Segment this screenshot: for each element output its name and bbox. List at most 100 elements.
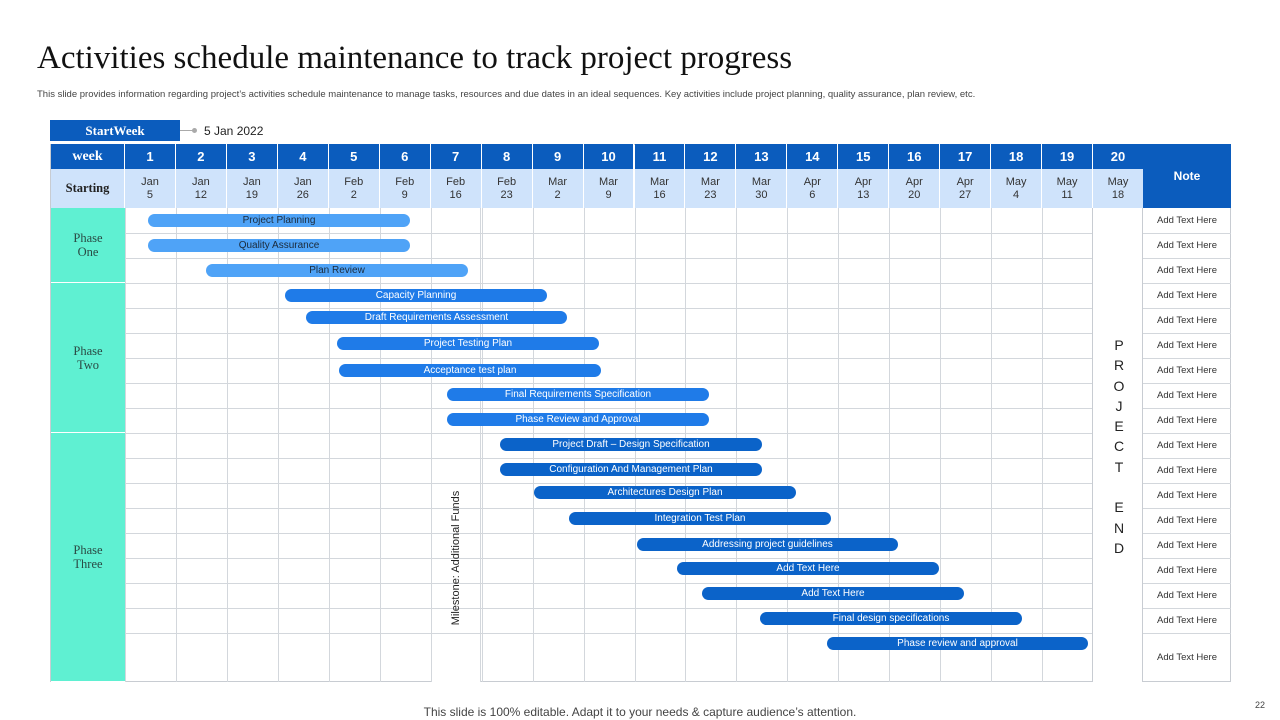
week-number-cell: 20 (1093, 144, 1144, 169)
note-cell[interactable]: Add Text Here (1156, 365, 1218, 376)
note-row-line (1143, 558, 1231, 559)
task-bar[interactable]: Configuration And Management Plan (500, 462, 762, 476)
note-cell[interactable]: Add Text Here (1156, 465, 1218, 476)
task-bar[interactable]: Project Draft – Design Specification (500, 437, 762, 451)
task-bar[interactable]: Architectures Design Plan (534, 485, 796, 499)
note-cell[interactable]: Add Text Here (1156, 290, 1218, 301)
task-bar[interactable]: Final Requirements Specification (447, 387, 709, 401)
task-bar[interactable]: Add Text Here (702, 586, 964, 600)
task-bar[interactable]: Project Planning (148, 213, 410, 227)
task-bar[interactable]: Quality Assurance (148, 238, 410, 252)
note-cell[interactable]: Add Text Here (1156, 490, 1218, 501)
note-cell[interactable]: Add Text Here (1156, 240, 1218, 251)
week-start-date-cell: Feb 9 (379, 169, 431, 208)
note-row-line (1143, 283, 1231, 284)
note-cell[interactable]: Add Text Here (1156, 540, 1218, 551)
week-number-cell: 19 (1042, 144, 1094, 169)
week-start-date-cell: Apr 13 (838, 169, 890, 208)
task-bar[interactable]: Final design specifications (760, 611, 1022, 625)
week-start-date-cell: Mar 16 (634, 169, 686, 208)
task-bar[interactable]: Project Testing Plan (337, 336, 599, 350)
date-text: Jan 5 (141, 175, 159, 201)
note-cell[interactable]: Add Text Here (1156, 415, 1218, 426)
date-text: Apr 20 (905, 175, 923, 201)
project-end-letter: R (1113, 357, 1125, 374)
week-number-cell: 4 (277, 144, 329, 169)
task-bar[interactable]: Add Text Here (677, 561, 939, 575)
note-cell[interactable]: Add Text Here (1156, 565, 1218, 576)
grid-row-line (125, 333, 1092, 334)
note-row-line (1143, 408, 1231, 409)
project-end-letter: P (1114, 337, 1124, 353)
note-cell[interactable]: Add Text Here (1156, 615, 1218, 626)
week-number-cell: 15 (838, 144, 890, 169)
week-number-cell: 2 (175, 144, 227, 169)
date-text: Feb 9 (395, 175, 415, 201)
start-week-dot (192, 128, 197, 133)
note-row-line (1143, 633, 1231, 634)
grid-column-line (838, 208, 840, 682)
page-title: Activities schedule maintenance to track… (37, 40, 793, 76)
note-cell[interactable]: Add Text Here (1156, 315, 1218, 326)
grid-row-line (125, 408, 1092, 409)
note-cell[interactable]: Add Text Here (1156, 340, 1218, 351)
date-text: May 18 (1107, 175, 1129, 201)
week-start-date-cell: Mar 23 (685, 169, 737, 208)
note-cell[interactable]: Add Text Here (1156, 590, 1218, 601)
task-bar[interactable]: Draft Requirements Assessment (306, 310, 567, 324)
task-bar[interactable]: Addressing project guidelines (637, 537, 898, 551)
week-number-cell: 16 (889, 144, 941, 169)
note-row-line (1143, 583, 1231, 584)
grid-column-line (125, 208, 126, 682)
task-bar[interactable]: Acceptance test plan (339, 363, 601, 377)
task-bar[interactable]: Phase review and approval (827, 636, 1088, 650)
task-bar[interactable]: Integration Test Plan (569, 511, 831, 525)
task-bar[interactable]: Plan Review (206, 263, 468, 277)
date-text: Mar 23 (700, 175, 720, 201)
week-number-cell: 17 (940, 144, 992, 169)
note-cell[interactable]: Add Text Here (1156, 440, 1218, 451)
note-cell[interactable]: Add Text Here (1156, 215, 1218, 226)
grid-row-line (125, 458, 1092, 459)
week-start-date-cell: Apr 20 (889, 169, 941, 208)
date-text: May 11 (1056, 175, 1078, 201)
note-row-line (1143, 433, 1231, 434)
note-row-line (1143, 458, 1231, 459)
task-bar[interactable]: Capacity Planning (285, 288, 547, 302)
note-cell[interactable]: Add Text Here (1156, 515, 1218, 526)
date-text: Apr 13 (854, 175, 872, 201)
date-text: Apr 6 (803, 175, 821, 201)
project-end-letter: J (1115, 397, 1123, 414)
date-text: Jan 19 (242, 175, 261, 201)
project-end-letter: D (1113, 539, 1125, 556)
date-text: Mar 30 (751, 175, 771, 201)
note-row-line (1143, 258, 1231, 259)
footer-text: This slide is 100% editable. Adapt it to… (423, 705, 857, 719)
grid-row-line (125, 483, 1092, 484)
grid-column-line (481, 208, 483, 682)
week-header-label: week (51, 144, 125, 169)
start-week-connector (180, 130, 194, 131)
grid-column-line (991, 208, 993, 682)
week-start-date-cell: Jan 5 (125, 169, 176, 208)
task-bar[interactable]: Phase Review and Approval (447, 412, 709, 426)
grid-row-line (125, 283, 1092, 284)
week-start-date-cell: Jan 12 (175, 169, 227, 208)
note-row-line (1143, 233, 1231, 234)
grid-column-line (277, 208, 279, 682)
grid-column-line (430, 208, 432, 682)
note-cell[interactable]: Add Text Here (1156, 652, 1218, 663)
project-end-letter: E (1114, 418, 1124, 435)
note-cell[interactable]: Add Text Here (1156, 390, 1218, 401)
grid-row-line (125, 633, 1092, 634)
project-end-column (1092, 208, 1143, 682)
note-header: Note (1143, 144, 1231, 208)
note-cell[interactable]: Add Text Here (1156, 265, 1218, 276)
project-end-letter: N (1113, 519, 1125, 536)
week-number-cell: 3 (226, 144, 278, 169)
week-number-cell: 12 (685, 144, 737, 169)
week-number-cell: 10 (583, 144, 635, 169)
date-text: Jan 12 (192, 175, 210, 201)
project-end-letter: T (1114, 458, 1124, 475)
date-text: Jan 26 (293, 175, 312, 201)
